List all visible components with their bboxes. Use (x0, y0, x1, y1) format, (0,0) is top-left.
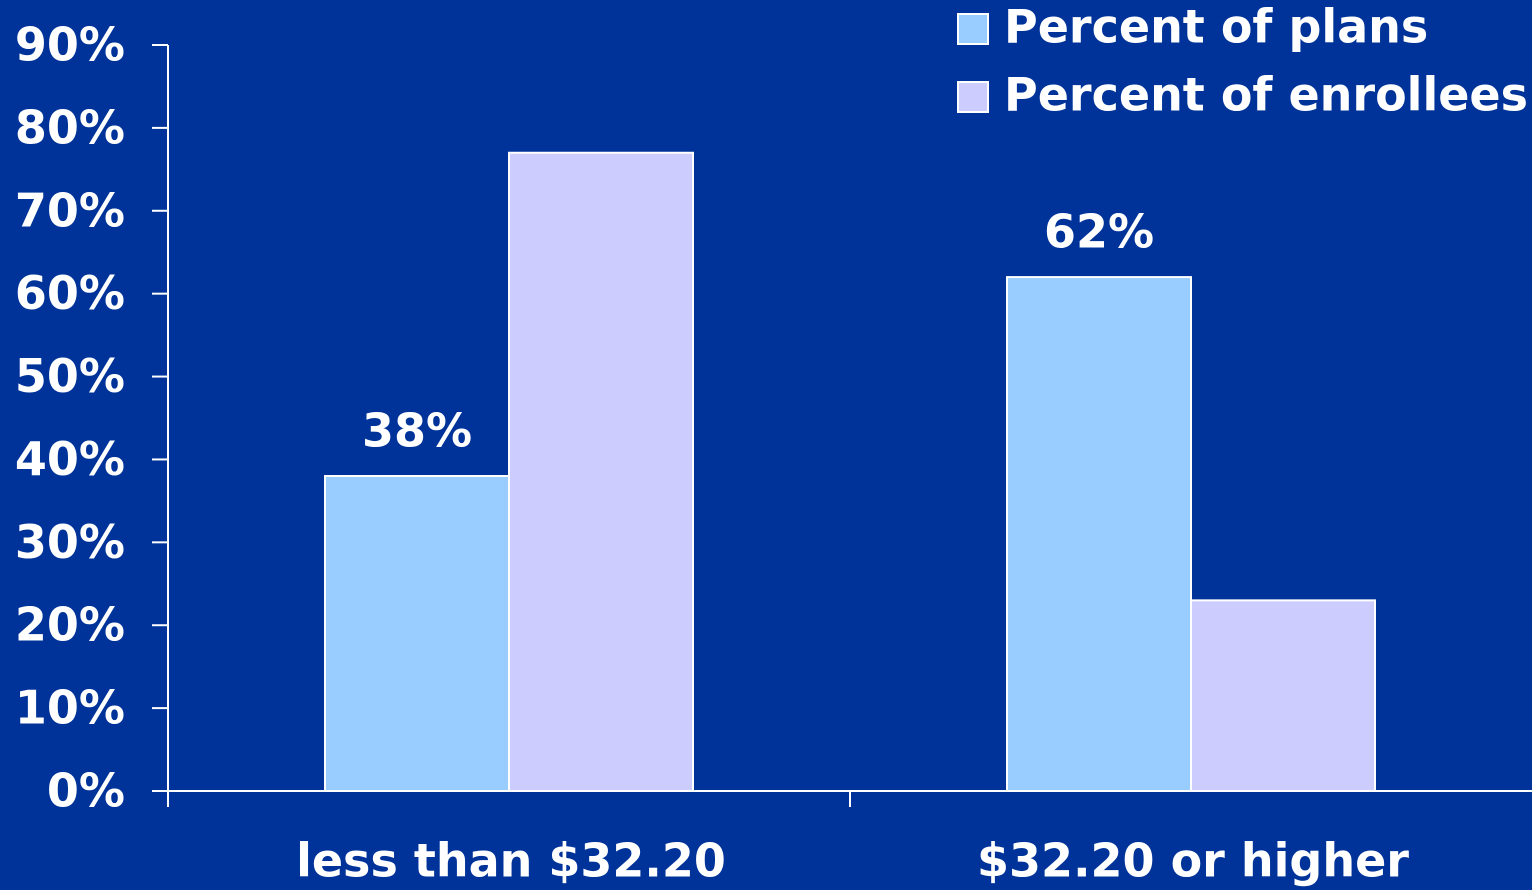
legend-swatch (957, 81, 989, 113)
y-tick-label: 40% (15, 432, 125, 486)
y-tick-label: 70% (15, 183, 125, 237)
y-tick-label: 20% (15, 598, 125, 652)
legend-label: Percent of enrollees (1004, 68, 1528, 122)
bar-enrollees-0 (508, 151, 694, 792)
y-tick-label: 30% (15, 515, 125, 569)
bar-enrollees-1 (1190, 599, 1376, 792)
y-tick-label: 10% (15, 681, 125, 735)
y-tick-label: 80% (15, 100, 125, 154)
y-tick-label: 60% (15, 266, 125, 320)
x-tick-label: less than $32.20 (296, 834, 726, 888)
bar-plans-1 (1006, 276, 1192, 793)
x-tick-label: $32.20 or higher (977, 834, 1409, 888)
data-label: 38% (362, 404, 472, 458)
bar-plans-0 (324, 475, 510, 792)
y-tick-label: 0% (47, 764, 125, 818)
legend-swatch (957, 13, 989, 45)
y-tick-label: 50% (15, 349, 125, 403)
legend-label: Percent of plans (1004, 0, 1428, 54)
y-tick-label: 90% (15, 18, 125, 72)
data-label: 62% (1044, 205, 1154, 259)
